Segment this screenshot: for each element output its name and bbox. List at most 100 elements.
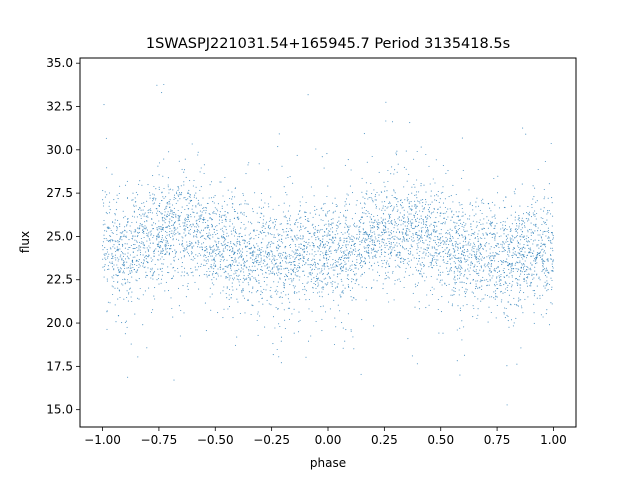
data-point: [410, 208, 412, 210]
data-point: [412, 273, 414, 275]
data-point: [249, 238, 251, 240]
data-point: [270, 304, 272, 306]
data-point: [453, 270, 455, 272]
data-point: [201, 214, 203, 216]
data-point: [472, 279, 474, 281]
data-point: [104, 257, 106, 259]
data-point: [112, 232, 114, 234]
data-point: [111, 173, 113, 175]
data-point: [207, 220, 209, 222]
data-point: [184, 271, 186, 273]
data-point: [520, 267, 522, 269]
data-point: [227, 308, 229, 310]
data-point: [213, 245, 215, 247]
data-point: [471, 229, 473, 231]
data-point: [389, 246, 391, 248]
data-point: [396, 198, 398, 200]
data-point: [340, 239, 342, 241]
data-point: [198, 218, 200, 220]
data-point: [358, 226, 360, 228]
data-point: [337, 265, 339, 267]
data-point: [126, 224, 128, 226]
data-point: [172, 216, 175, 219]
data-point: [165, 208, 167, 210]
data-point: [104, 230, 106, 232]
data-point: [260, 255, 262, 257]
data-point: [288, 253, 290, 256]
data-point: [115, 209, 117, 211]
data-point: [167, 203, 169, 205]
data-point: [139, 222, 141, 225]
data-point: [152, 242, 154, 244]
data-point: [521, 217, 523, 219]
data-point: [240, 221, 242, 224]
data-point: [344, 254, 346, 256]
data-point: [394, 283, 396, 285]
data-point: [462, 240, 464, 242]
data-point: [394, 279, 396, 282]
data-point: [540, 245, 542, 247]
data-point: [297, 249, 299, 251]
data-point: [337, 226, 339, 228]
data-point: [409, 220, 411, 222]
data-point: [183, 197, 185, 199]
data-point: [248, 276, 250, 278]
data-point: [168, 253, 171, 255]
data-point: [378, 224, 380, 226]
data-point: [530, 252, 532, 254]
data-point: [295, 249, 297, 251]
data-point: [203, 210, 205, 212]
data-point: [312, 227, 315, 229]
data-point: [123, 272, 125, 274]
data-point: [325, 277, 327, 279]
data-point: [516, 225, 518, 227]
data-point: [421, 237, 423, 239]
data-point: [403, 186, 405, 188]
data-point: [244, 234, 246, 236]
data-point: [212, 252, 214, 254]
data-point: [358, 255, 360, 257]
data-point: [411, 219, 413, 221]
data-point: [203, 255, 205, 257]
data-point: [152, 278, 154, 280]
data-point: [276, 229, 278, 231]
data-point: [291, 230, 293, 232]
data-point: [351, 299, 353, 301]
data-point: [502, 262, 504, 264]
data-point: [190, 216, 192, 218]
data-point: [526, 276, 528, 279]
data-point: [400, 205, 402, 207]
data-point: [347, 275, 349, 277]
data-point: [114, 222, 116, 224]
data-point: [280, 296, 282, 298]
data-point: [484, 245, 486, 247]
data-point: [309, 272, 311, 274]
data-point: [165, 281, 167, 283]
data-point: [262, 273, 264, 275]
data-point: [368, 244, 370, 246]
data-point: [341, 262, 343, 264]
data-point: [264, 265, 266, 267]
data-point: [222, 250, 224, 252]
data-point: [294, 267, 296, 269]
data-point: [238, 249, 240, 251]
data-point: [277, 269, 279, 271]
data-point: [241, 251, 244, 253]
data-point: [362, 212, 364, 214]
data-point: [503, 243, 505, 245]
data-point: [519, 275, 521, 277]
data-point: [428, 244, 430, 246]
data-point: [374, 196, 376, 198]
data-point: [517, 305, 520, 307]
data-point: [333, 343, 336, 346]
data-point: [237, 250, 239, 252]
data-point: [223, 258, 225, 260]
data-point: [222, 268, 224, 270]
data-point: [359, 244, 361, 246]
data-point: [172, 233, 174, 235]
data-point: [132, 256, 134, 258]
data-point: [279, 262, 281, 264]
data-point: [321, 281, 323, 283]
data-point: [324, 231, 326, 233]
data-point: [547, 259, 549, 262]
